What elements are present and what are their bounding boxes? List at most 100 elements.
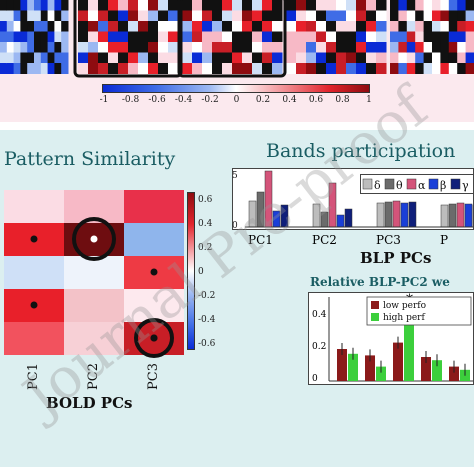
matrix-cell (138, 52, 149, 64)
matrix-cell (40, 31, 49, 43)
matrix-cell (252, 21, 263, 32)
relative-y-tick: 0 (312, 374, 318, 384)
bands-bar (336, 214, 345, 228)
legend-swatch (362, 178, 373, 190)
similarity-colorbar (187, 192, 195, 350)
matrix-strip (0, 0, 474, 78)
matrix-cell (346, 63, 357, 74)
matrix-cell (27, 21, 35, 32)
matrix-cell (390, 52, 399, 64)
matrix-cell (415, 31, 425, 43)
matrix-cell (356, 31, 367, 43)
matrix-cell (0, 0, 8, 11)
matrix-cell (61, 21, 69, 32)
matrix-cell (0, 42, 8, 53)
matrix-cell (47, 31, 55, 43)
matrix-cell (78, 0, 89, 11)
matrix-cell (356, 0, 367, 11)
matrix-cell (47, 10, 55, 22)
bands-bar (408, 201, 417, 228)
matrix-cell (366, 52, 377, 64)
legend-label: α (418, 179, 426, 192)
top-colorbar-tick: 0.6 (308, 95, 324, 105)
matrix-cell (202, 0, 213, 11)
matrix-cell (54, 0, 62, 11)
matrix-cell (423, 42, 433, 53)
matrix-cell (192, 10, 203, 22)
top-colorbar (102, 84, 370, 93)
matrix-cell (406, 31, 416, 43)
matrix-cell (376, 42, 387, 53)
matrix-cell (20, 63, 28, 74)
matrix-cell (158, 21, 169, 32)
relative-y-tick: 0.2 (312, 342, 327, 352)
matrix-cell (168, 42, 179, 53)
top-colorbar-tick: -0.2 (201, 95, 219, 105)
matrix-cell (78, 21, 89, 32)
matrix-cell (376, 52, 387, 64)
matrix-cell (286, 52, 297, 64)
matrix-cell (336, 31, 347, 43)
matrix-cell (448, 10, 458, 22)
matrix-cell (286, 42, 297, 53)
matrix-cell (432, 21, 441, 32)
matrix-cell (54, 10, 62, 22)
similarity-colorbar-tick: -0.2 (198, 291, 216, 301)
bands-bar (464, 203, 473, 228)
relative-bar (376, 366, 386, 381)
matrix-cell (54, 21, 62, 32)
bands-ytick-0: 0 (232, 221, 238, 231)
matrix-cell (336, 21, 347, 32)
matrix-cell (398, 52, 408, 64)
matrix-cell (272, 31, 283, 43)
matrix-cell (40, 42, 49, 53)
matrix-cell (296, 52, 307, 64)
matrix-cell (98, 52, 109, 64)
legend-label: δ (374, 179, 381, 192)
matrix-cell (128, 42, 139, 53)
matrix-cell (13, 10, 21, 22)
matrix-cell (252, 10, 263, 22)
similarity-colorbar-tick: -0.6 (198, 339, 216, 349)
matrix-cell (222, 0, 233, 11)
matrix-cell (202, 63, 213, 74)
matrix-cell (192, 63, 203, 74)
matrix-cell (252, 0, 263, 11)
matrix-cell (423, 63, 433, 74)
matrix-cell (296, 31, 307, 43)
bands-bar (392, 200, 401, 228)
matrix-cell (34, 10, 42, 22)
matrix-cell (212, 52, 223, 64)
matrix-cell (252, 42, 263, 53)
matrix-cell (296, 21, 307, 32)
matrix-cell (232, 0, 243, 11)
highlight-ring (134, 318, 174, 358)
matrix-cell (306, 42, 317, 53)
matrix-cell (78, 31, 89, 43)
matrix-cell (262, 31, 273, 43)
matrix-cell (398, 21, 408, 32)
matrix-cell (118, 31, 129, 43)
matrix-cell (27, 0, 35, 11)
matrix-cell (168, 21, 179, 32)
matrix-cell (465, 52, 474, 64)
matrix-cell (168, 52, 179, 64)
matrix-cell (457, 63, 467, 74)
matrix-cell (457, 0, 467, 11)
matrix-cell (6, 21, 15, 32)
matrix-cell (448, 21, 458, 32)
matrix-cell (376, 63, 387, 74)
matrix-cell (138, 21, 149, 32)
legend-label: γ (462, 179, 469, 192)
matrix-cell (192, 42, 203, 53)
matrix-cell (158, 31, 169, 43)
matrix-cell (128, 31, 139, 43)
matrix-cell (296, 42, 307, 53)
matrix-cell (118, 63, 129, 74)
matrix-cell (465, 0, 474, 11)
matrix-cell (27, 31, 35, 43)
matrix-cell (356, 10, 367, 22)
matrix-cell (440, 31, 450, 43)
matrix-cell (336, 10, 347, 22)
